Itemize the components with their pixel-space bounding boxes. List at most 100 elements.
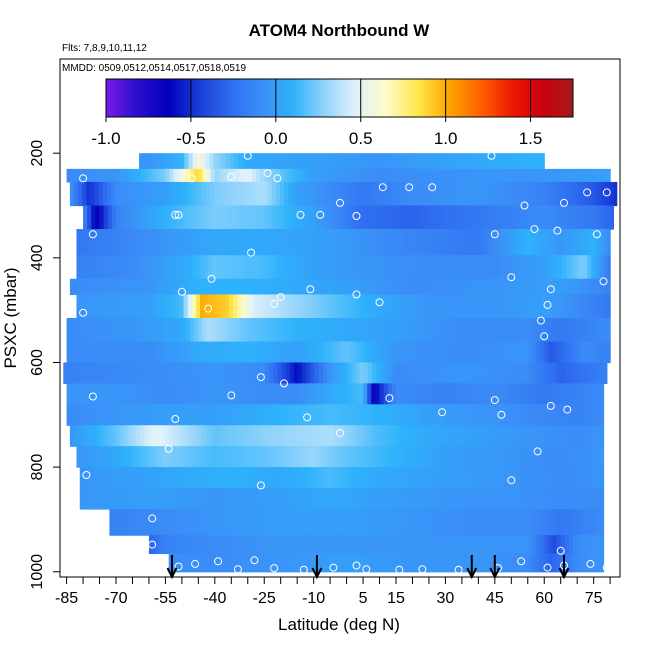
heatmap-cell xyxy=(253,255,259,280)
heatmap-cell xyxy=(518,553,524,573)
heatmap-cell xyxy=(242,181,248,207)
heatmap-cell xyxy=(515,168,521,183)
heatmap-cell xyxy=(450,467,456,489)
heatmap-cell xyxy=(115,181,120,207)
heatmap-cell xyxy=(293,404,298,426)
heatmap-cell xyxy=(457,404,463,426)
heatmap-cell xyxy=(393,294,399,319)
heatmap-cell xyxy=(120,404,125,426)
heatmap-cell xyxy=(324,153,330,170)
heatmap-cell xyxy=(111,278,116,296)
heatmap-cell xyxy=(139,181,145,207)
heatmap-cell xyxy=(190,404,195,426)
heatmap-cell xyxy=(209,181,215,207)
heatmap-cell xyxy=(193,425,199,447)
heatmap-cell xyxy=(198,168,204,183)
heatmap-cell xyxy=(488,229,493,256)
heatmap-cell xyxy=(381,446,386,468)
heatmap-cell xyxy=(496,229,502,256)
heatmap-cell xyxy=(589,404,595,426)
heatmap-cell xyxy=(442,294,448,319)
heatmap-cell xyxy=(481,553,487,573)
observation-point xyxy=(507,273,516,282)
heatmap-cell xyxy=(130,229,135,256)
heatmap-cell xyxy=(596,278,602,296)
heatmap-cell xyxy=(175,446,181,468)
observation-point xyxy=(256,481,265,490)
heatmap-cell xyxy=(557,467,563,489)
heatmap-cell xyxy=(536,404,541,426)
heatmap-cell xyxy=(249,229,255,256)
heatmap-cell xyxy=(535,181,540,207)
heatmap-cell xyxy=(343,467,349,489)
heatmap-cell xyxy=(293,168,298,183)
heatmap-cell xyxy=(587,508,592,536)
observation-point xyxy=(507,476,516,485)
heatmap-cell xyxy=(278,508,283,536)
heatmap-cell xyxy=(548,383,554,405)
heatmap-cell xyxy=(198,205,204,230)
heatmap-cell xyxy=(277,362,283,384)
heatmap-cell xyxy=(424,341,430,364)
heatmap-cell xyxy=(486,383,492,405)
heatmap-cell xyxy=(383,168,389,183)
heatmap-cell xyxy=(513,153,519,170)
heatmap-cell xyxy=(466,168,471,183)
heatmap-cell xyxy=(168,181,174,207)
heatmap-cell xyxy=(371,404,377,426)
x-tick-label: 45 xyxy=(486,590,504,607)
heatmap-cell xyxy=(223,535,228,555)
heatmap-cell xyxy=(375,383,381,405)
heatmap-cell xyxy=(97,294,102,319)
heatmap-cell xyxy=(385,255,391,280)
heatmap-cell xyxy=(67,362,73,384)
heatmap-cell xyxy=(478,168,484,183)
heatmap-cell xyxy=(326,467,332,489)
heatmap-cell xyxy=(273,467,279,489)
heatmap-cell xyxy=(498,535,504,555)
heatmap-cell xyxy=(375,404,381,426)
heatmap-cell xyxy=(307,508,312,536)
heatmap-cell xyxy=(312,425,318,447)
heatmap-cell xyxy=(564,383,570,405)
heatmap-cell xyxy=(185,553,190,573)
heatmap-cell xyxy=(377,508,382,536)
heatmap-cell xyxy=(235,383,241,405)
heatmap-cell xyxy=(510,553,516,573)
heatmap-cell xyxy=(587,294,592,319)
heatmap-cell xyxy=(326,535,331,555)
heatmap-cell xyxy=(146,446,152,468)
heatmap-cell xyxy=(471,508,477,536)
heatmap-cell xyxy=(535,425,540,447)
heatmap-cell xyxy=(598,467,604,489)
heatmap-cell xyxy=(506,181,512,207)
heatmap-cell xyxy=(502,553,507,573)
heatmap-cell xyxy=(406,153,412,170)
heatmap-cell xyxy=(412,205,418,230)
heatmap-cell xyxy=(235,341,241,364)
heatmap-cell xyxy=(572,181,577,207)
observation-point xyxy=(187,174,196,183)
heatmap-cell xyxy=(591,508,596,536)
heatmap-cell xyxy=(455,229,461,256)
heatmap-cell xyxy=(400,168,405,183)
heatmap-cell xyxy=(288,205,294,230)
heatmap-cell xyxy=(393,446,399,468)
heatmap-cell xyxy=(598,488,604,510)
heatmap-cell xyxy=(256,205,261,230)
heatmap-cell xyxy=(216,508,222,536)
heatmap-cell xyxy=(175,229,181,256)
observation-point xyxy=(395,565,404,574)
heatmap-cell xyxy=(492,508,498,536)
heatmap-cell xyxy=(218,425,223,447)
heatmap-cell xyxy=(408,404,414,426)
heatmap-cell xyxy=(459,255,465,280)
heatmap-cell xyxy=(392,488,398,510)
heatmap-cell xyxy=(418,508,423,536)
heatmap-cell xyxy=(223,488,229,510)
heatmap-cell xyxy=(363,467,369,489)
heatmap-cell xyxy=(581,318,587,343)
heatmap-cell xyxy=(370,181,376,207)
heatmap-cell xyxy=(481,425,487,447)
heatmap-cell xyxy=(453,341,459,364)
